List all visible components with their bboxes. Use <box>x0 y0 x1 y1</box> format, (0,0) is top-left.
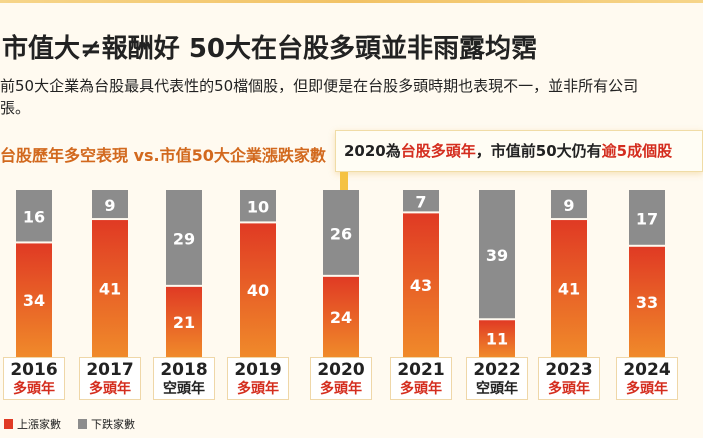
year-text: 2019 <box>234 360 282 380</box>
year-text: 2021 <box>397 360 445 380</box>
callout-text-2: ，市值前50大仍有 <box>475 142 602 160</box>
year-label-2024: 2024 多頭年 <box>616 357 678 400</box>
top-border <box>0 0 703 3</box>
page-title: 市值大≠報酬好 50大在台股多頭並非雨露均霑 <box>2 34 538 64</box>
label-down-2020: 26 <box>330 224 352 243</box>
bar-down-2023 <box>551 190 587 219</box>
bar-down-2021 <box>403 190 439 212</box>
label-up-2017: 41 <box>99 280 121 299</box>
legend-swatch-down <box>78 419 87 429</box>
label-down-2021: 7 <box>415 193 426 212</box>
year-text: 2024 <box>623 360 671 380</box>
label-up-2024: 33 <box>636 293 658 312</box>
bar-down-2019 <box>240 190 276 222</box>
year-label-2020: 2020 多頭年 <box>310 357 372 400</box>
year-label-2017: 2017 多頭年 <box>79 357 141 400</box>
legend-swatch-up <box>4 419 13 429</box>
bar-down-2017 <box>92 190 128 219</box>
label-down-2023: 9 <box>563 196 574 215</box>
bar-up-2017 <box>92 220 128 357</box>
bar-up-2018 <box>166 286 202 357</box>
label-up-2022: 11 <box>486 330 508 349</box>
year-label-2019: 2019 多頭年 <box>227 357 289 400</box>
market-type: 空頭年 <box>163 381 205 397</box>
year-label-2022: 2022 空頭年 <box>466 357 528 400</box>
legend-up: 上漲家數 <box>4 416 61 432</box>
bar-up-2020 <box>323 276 359 357</box>
label-down-2017: 9 <box>104 196 115 215</box>
legend-label-up: 上漲家數 <box>17 418 61 431</box>
callout-box: 2020為台股多頭年，市值前50大仍有逾5成個股 <box>335 130 703 172</box>
market-type: 多頭年 <box>400 381 442 397</box>
market-type: 多頭年 <box>89 381 131 397</box>
label-down-2018: 29 <box>173 229 195 248</box>
label-down-2019: 10 <box>247 198 269 217</box>
bar-up-2024 <box>629 246 665 357</box>
bar-up-2019 <box>240 223 276 357</box>
market-type: 多頭年 <box>237 381 279 397</box>
year-label-2018: 2018 空頭年 <box>153 357 215 400</box>
year-text: 2018 <box>160 360 208 380</box>
legend-label-down: 下跌家數 <box>91 418 135 431</box>
callout-highlight-1: 台股多頭年 <box>400 142 476 160</box>
year-text: 2017 <box>86 360 134 380</box>
market-type: 空頭年 <box>476 381 518 397</box>
callout-highlight-2: 逾5成個股 <box>601 142 673 160</box>
bar-down-2018 <box>166 190 202 285</box>
legend-down: 下跌家數 <box>78 416 135 432</box>
subtitle-line-1: 前50大企業為台股最具代表性的50檔個股，但即便是在台股多頭時期也表現不一，並非… <box>0 77 639 95</box>
year-text: 2016 <box>10 360 58 380</box>
chart-title: 台股歷年多空表現 vs.市值50大企業漲跌家數 <box>0 146 326 165</box>
market-type: 多頭年 <box>13 381 55 397</box>
bar-up-2023 <box>551 220 587 357</box>
bar-down-2016 <box>16 190 52 242</box>
label-up-2020: 24 <box>330 308 352 327</box>
callout-text-1: 2020為 <box>344 142 401 160</box>
label-up-2021: 43 <box>410 276 432 295</box>
year-label-2021: 2021 多頭年 <box>390 357 452 400</box>
label-down-2022: 39 <box>486 246 508 265</box>
year-label-2016: 2016 多頭年 <box>3 357 65 400</box>
year-text: 2023 <box>545 360 593 380</box>
bar-up-2021 <box>403 213 439 357</box>
label-down-2016: 16 <box>23 208 45 227</box>
bar-down-2020 <box>323 190 359 275</box>
label-up-2018: 21 <box>173 313 195 332</box>
market-type: 多頭年 <box>320 381 362 397</box>
bar-up-2022 <box>479 320 515 357</box>
label-down-2024: 17 <box>636 209 658 228</box>
label-up-2016: 34 <box>23 291 45 310</box>
market-type: 多頭年 <box>626 381 668 397</box>
year-label-2023: 2023 多頭年 <box>538 357 600 400</box>
bar-down-2022 <box>479 190 515 319</box>
bar-up-2016 <box>16 243 52 357</box>
bar-down-2024 <box>629 190 665 245</box>
subtitle-line-2: 張。 <box>0 99 31 117</box>
year-text: 2020 <box>317 360 365 380</box>
year-text: 2022 <box>473 360 521 380</box>
label-up-2023: 41 <box>558 280 580 299</box>
label-up-2019: 40 <box>247 281 269 300</box>
market-type: 多頭年 <box>548 381 590 397</box>
